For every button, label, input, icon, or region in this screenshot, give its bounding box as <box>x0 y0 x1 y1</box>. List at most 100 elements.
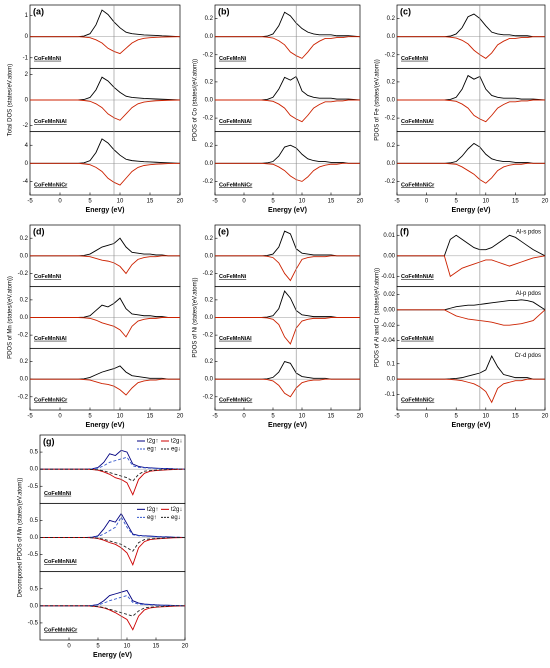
dos-curve <box>397 255 546 278</box>
y-tick-label: 0.0 <box>20 377 29 383</box>
y-axis-label: PDOS of Fe (states/(eV.atom)) <box>375 59 381 140</box>
y-tick-label: -0.2 <box>203 179 214 185</box>
x-tick-label: -5 <box>394 199 400 205</box>
x-tick-label: 0 <box>242 414 246 420</box>
subplot-name: CoFeMnNi <box>44 491 72 497</box>
y-tick-label: 0.1 <box>387 361 396 367</box>
subplot-name: CoFeMnNiCr <box>44 627 78 633</box>
subplot-name: CoFeMnNiCr <box>219 397 253 403</box>
x-tick-label: 5 <box>271 199 275 205</box>
legend-label: eg↑ <box>147 515 157 521</box>
y-tick-label: 0.0 <box>205 98 214 104</box>
subplot-name: CoFeMnNiAl <box>34 336 67 342</box>
dos-curve <box>215 230 360 257</box>
subplot-name: CoFeMnNiAl <box>219 119 252 125</box>
y-tick-label: -0.5 <box>28 484 39 490</box>
y-tick-label: -0.2 <box>203 52 214 58</box>
y-tick-label: 0.0 <box>30 535 39 541</box>
y-tick-label: 0.2 <box>20 297 29 303</box>
x-tick-label: 0 <box>67 644 71 650</box>
y-tick-label: 0.2 <box>205 16 214 22</box>
y-tick-label: 0.0 <box>205 315 214 321</box>
panel-label: (a) <box>33 6 44 16</box>
dos-curve <box>30 99 181 121</box>
dos-curve <box>30 378 180 396</box>
x-tick-label: -5 <box>212 414 218 420</box>
legend-label: t2g↑ <box>147 439 158 445</box>
dos-curve <box>40 516 186 538</box>
dos-curve <box>40 456 186 470</box>
y-tick-label: -0.01 <box>381 274 395 280</box>
y-tick-label: 0.0 <box>20 315 29 321</box>
panel-label: (g) <box>43 436 55 446</box>
y-tick-label: -0.2 <box>385 116 396 122</box>
y-tick-label: 2 <box>25 72 29 78</box>
dos-curve <box>30 365 180 380</box>
dos-curve <box>397 309 546 326</box>
dos-curve <box>397 74 546 101</box>
dos-curve <box>30 297 180 318</box>
y-tick-label: 0.2 <box>387 143 396 149</box>
dos-curve <box>215 11 361 38</box>
y-tick-label: 0.2 <box>20 236 29 242</box>
x-tick-label: 15 <box>328 414 335 420</box>
annotation: Al-s pdos <box>516 230 541 236</box>
dos-curve <box>30 162 181 186</box>
annotation: Al-p pdos <box>516 291 541 297</box>
dos-curve <box>40 595 186 607</box>
y-tick-label: -0.2 <box>203 271 214 277</box>
y-tick-label: 0.0 <box>205 161 214 167</box>
dos-curve <box>397 142 545 164</box>
legend-label: t2g↓ <box>171 507 182 513</box>
dos-curve <box>40 589 186 607</box>
x-tick-label: 10 <box>117 199 124 205</box>
panel-label: (d) <box>33 226 45 236</box>
dos-curve <box>215 162 360 182</box>
x-tick-label: 5 <box>88 414 92 420</box>
dos-curve <box>30 9 181 38</box>
y-axis-label: PDOS of Co (states/(eV.atom)) <box>193 59 199 141</box>
dos-curve <box>30 138 181 164</box>
y-tick-label: -0.1 <box>385 392 396 398</box>
x-tick-label: 15 <box>512 199 519 205</box>
dos-curve <box>397 355 545 380</box>
subplot-name: CoFeMnNiCr <box>219 182 253 188</box>
dos-curve <box>215 378 360 398</box>
dos-curve <box>30 237 180 257</box>
x-tick-label: 15 <box>153 644 160 650</box>
y-tick-label: -0.2 <box>203 394 214 400</box>
legend-label: t2g↑ <box>147 507 158 513</box>
x-tick-label: 5 <box>96 644 100 650</box>
x-axis-label: Energy (eV) <box>268 422 307 429</box>
x-tick-label: 10 <box>299 414 306 420</box>
x-tick-label: 10 <box>299 199 306 205</box>
y-tick-label: 0.0 <box>30 603 39 609</box>
y-tick-label: 0.2 <box>205 143 214 149</box>
y-tick-label: 0.2 <box>387 79 396 85</box>
dos-curve <box>215 317 360 345</box>
y-tick-label: 0 <box>25 34 29 40</box>
x-tick-label: -5 <box>27 199 33 205</box>
dos-curve <box>397 13 545 38</box>
x-tick-label: 10 <box>124 644 131 650</box>
x-tick-label: 5 <box>455 199 459 205</box>
y-tick-label: 0.0 <box>205 377 214 383</box>
x-tick-label: 0 <box>425 199 429 205</box>
subplot-name: CoFeMnNiAl <box>401 336 434 342</box>
x-tick-label: 20 <box>177 199 184 205</box>
subplot-name: CoFeMnNiCr <box>401 397 435 403</box>
y-tick-label: 0.0 <box>387 98 396 104</box>
y-tick-label: -0.5 <box>28 620 39 626</box>
dos-curve <box>30 76 181 101</box>
x-tick-label: 20 <box>542 414 549 420</box>
subplot-name: CoFeMnNiAl <box>34 119 67 125</box>
y-tick-label: -0.2 <box>385 179 396 185</box>
x-tick-label: 15 <box>328 199 335 205</box>
y-axis-label: PDOS of Al and Cr (states/(eV.atom)) <box>375 268 381 367</box>
y-tick-label: 0.01 <box>383 233 395 239</box>
dos-curve <box>40 605 186 631</box>
y-tick-label: -1 <box>23 55 29 61</box>
x-axis-label: Energy (eV) <box>86 422 125 429</box>
dos-curve <box>30 317 180 338</box>
x-tick-label: 10 <box>482 414 489 420</box>
